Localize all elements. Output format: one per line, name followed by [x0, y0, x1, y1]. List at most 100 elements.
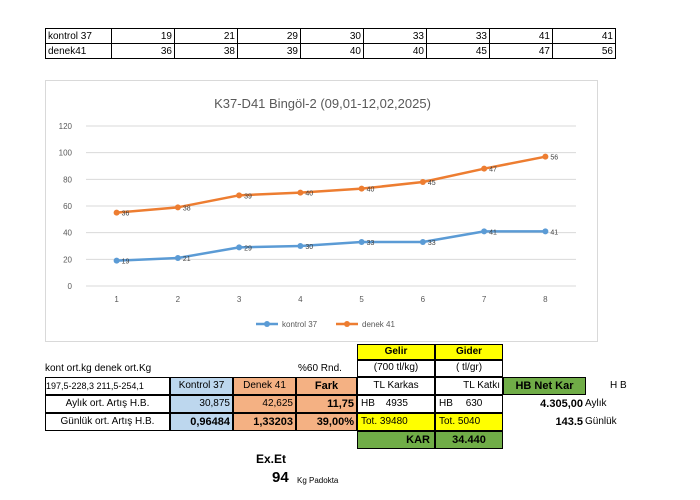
kontrol-header: Kontrol 37 [170, 377, 233, 395]
y-tick-label: 40 [63, 229, 72, 238]
aylik-fark: 11,75 [296, 395, 357, 413]
table-row: kontrol 37 19 21 29 30 33 33 41 41 [45, 28, 616, 44]
data-point [174, 204, 181, 211]
data-label: 33 [367, 240, 375, 247]
exet-value: 94 [272, 469, 289, 486]
hb-katki: HB 630 [435, 395, 503, 413]
hb-katki-label: HB [439, 398, 453, 409]
table-cell: 40 [300, 43, 364, 59]
data-point [481, 165, 488, 172]
x-tick-label: 8 [543, 295, 548, 304]
table-cell: 21 [174, 28, 238, 44]
data-label: 41 [550, 229, 558, 236]
table-cell: 33 [363, 28, 427, 44]
y-tick-label: 20 [63, 255, 72, 264]
gunluk-kontrol: 0,96484 [170, 413, 233, 431]
x-tick-label: 4 [298, 295, 303, 304]
y-tick-label: 100 [59, 149, 73, 158]
data-point [236, 192, 243, 199]
table-cell: 19 [111, 28, 175, 44]
aylik-kontrol: 30,875 [170, 395, 233, 413]
data-point [481, 228, 488, 235]
table-row: denek41 36 38 39 40 40 45 47 56 [45, 43, 616, 59]
hb-karkas-label: HB [361, 398, 375, 409]
hb-right: H B [610, 380, 627, 391]
y-tick-label: 0 [68, 282, 73, 291]
chart-title: K37-D41 Bingöl-2 (09,01-12,02,2025) [214, 96, 431, 111]
data-point [542, 228, 549, 235]
data-label: 29 [244, 245, 252, 252]
hb-net-kar: HB Net Kar [503, 377, 586, 395]
data-point [113, 257, 120, 264]
table-cell: 45 [426, 43, 490, 59]
data-label: 56 [550, 155, 558, 162]
exet-unit: Kg Padokta [297, 476, 339, 485]
data-label: 38 [183, 205, 191, 212]
data-point [419, 179, 426, 185]
data-table: kontrol 37 19 21 29 30 33 33 41 41 denek41 36 38 39 4… [45, 28, 616, 59]
y-tick-label: 80 [63, 175, 72, 184]
net-kar-gunluk: 143.5 [555, 416, 583, 428]
legend-label: denek 41 [362, 320, 395, 329]
table-cell: 56 [552, 43, 616, 59]
data-point [113, 209, 120, 216]
data-label: 30 [305, 244, 313, 251]
x-tick-label: 2 [176, 295, 181, 304]
data-label: 36 [122, 211, 130, 218]
tot-gelir: Tot. 39480 [357, 413, 435, 431]
legend-marker [344, 321, 350, 327]
data-label: 47 [489, 167, 497, 174]
data-label: 40 [367, 187, 375, 194]
gider-sub: ( tl/gr) [435, 360, 503, 377]
chart-svg: K37-D41 Bingöl-2 (09,01-12,02,2025) 0 20 40… [59, 96, 576, 329]
tot-gider: Tot. 5040 [435, 413, 503, 431]
aylik-label: Aylık ort. Artış H.B. [45, 395, 170, 413]
y-tick-label: 120 [59, 122, 73, 131]
y-tick-label: 60 [63, 202, 72, 211]
exet-title: Ex.Et [256, 452, 287, 466]
tl-katki: TL Katkı [435, 377, 503, 395]
x-tick-label: 1 [114, 295, 119, 304]
denek-header: Denek 41 [233, 377, 296, 395]
x-tick-label: 5 [359, 295, 364, 304]
table-cell: 29 [237, 28, 301, 44]
data-label: 33 [428, 240, 436, 247]
table-cell: 41 [552, 28, 616, 44]
data-label: 45 [428, 180, 436, 187]
table-cell: 36 [111, 43, 175, 59]
table-cell: 41 [489, 28, 553, 44]
table-cell: 39 [237, 43, 301, 59]
data-label: 21 [183, 256, 191, 263]
data-point [419, 239, 426, 245]
series-line-1 [116, 155, 546, 214]
x-tick-label: 7 [482, 295, 487, 304]
gider-header: Gider [435, 344, 503, 360]
legend-label: kontrol 37 [282, 320, 318, 329]
hb-karkas: HB 4935 [357, 395, 435, 413]
gunluk-word: Günlük [585, 416, 617, 427]
data-label: 39 [244, 193, 252, 200]
table-cell: 40 [363, 43, 427, 59]
ranges-cell: 197,5-228,3 211,5-254,1 [45, 377, 170, 395]
aylik-word: Aylık [585, 398, 607, 409]
data-point [297, 189, 304, 196]
data-point [358, 185, 365, 192]
table-cell: 38 [174, 43, 238, 59]
fark-header: Fark [296, 377, 357, 395]
row-label: denek41 [45, 43, 112, 59]
data-label: 40 [305, 191, 313, 198]
kar-label: KAR [357, 431, 435, 449]
gelir-header: Gelir [357, 344, 435, 360]
x-tick-label: 6 [421, 295, 426, 304]
net-kar-aylik: 4.305,00 [540, 398, 583, 410]
table-cell: 33 [426, 28, 490, 44]
aylik-denek: 42,625 [233, 395, 296, 413]
data-label: 41 [489, 229, 497, 236]
series-line-0 [116, 230, 546, 262]
kar-value: 34.440 [435, 431, 503, 449]
row-label: kontrol 37 [45, 28, 112, 44]
kont-ort-label: kont ort.kg denek ort.Kg [45, 363, 152, 374]
table-cell: 47 [489, 43, 553, 59]
gelir-sub: (700 tl/kg) [357, 360, 435, 377]
x-tick-label: 3 [237, 295, 242, 304]
